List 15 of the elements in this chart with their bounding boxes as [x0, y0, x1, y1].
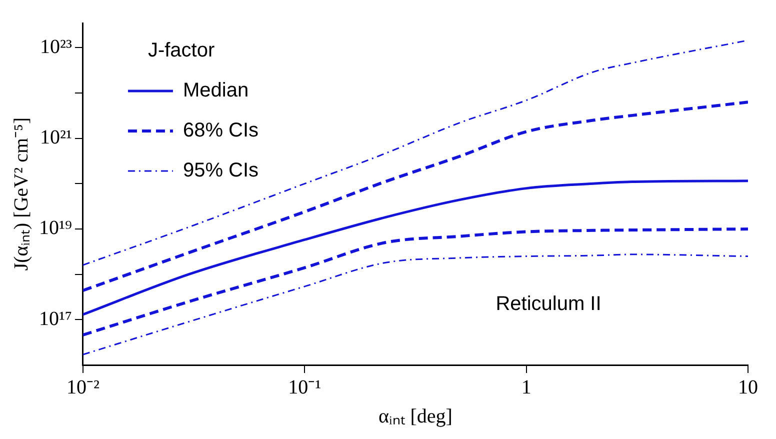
y-tick-label: 10²¹ — [40, 126, 72, 149]
x-tick-label: 10 — [738, 376, 758, 398]
legend-label: Median — [182, 80, 249, 102]
legend-label: 68% CIs — [182, 120, 259, 142]
x-tick-label: 10⁻² — [66, 376, 100, 398]
legend-title: J-factor — [148, 40, 215, 62]
y-tick-label: 10¹⁷ — [39, 308, 72, 330]
y-tick-label: 10¹⁹ — [39, 217, 72, 240]
y-tick-label: 10²³ — [40, 36, 72, 58]
x-axis-title: αᵢₙₜ [deg] — [378, 405, 452, 428]
y-axis-title: J(αᵢₙₜ) [GeV² cm⁻⁵] — [10, 117, 32, 271]
x-tick-label: 10⁻¹ — [288, 376, 322, 398]
x-tick-label: 1 — [521, 376, 532, 398]
legend-label: 95% CIs — [182, 160, 259, 182]
annotation: Reticulum II — [496, 293, 602, 315]
